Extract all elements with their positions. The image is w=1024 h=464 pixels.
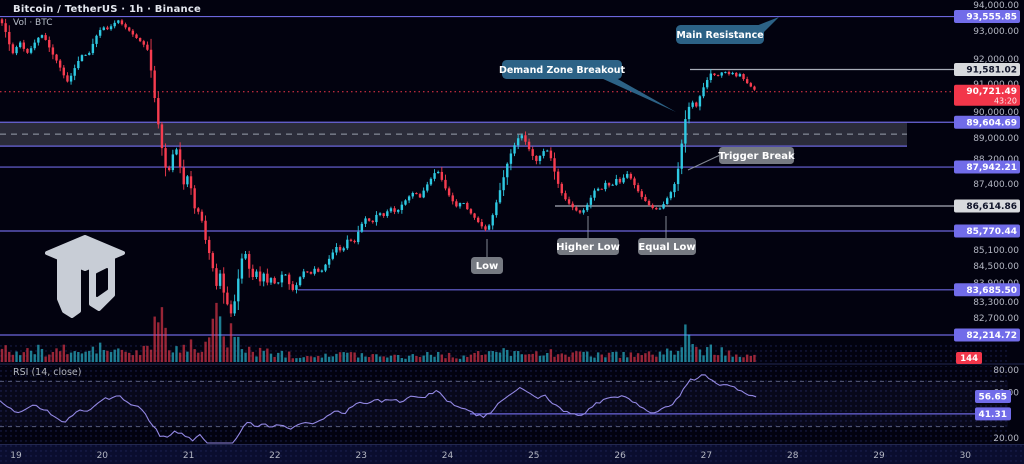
time-axis-label[interactable]: 26 <box>614 451 626 461</box>
time-axis-label[interactable]: 21 <box>183 451 194 461</box>
current-price-text: 90,721.49 <box>966 87 1017 97</box>
volume-series <box>0 302 756 362</box>
price-axis-label[interactable] <box>954 283 1020 297</box>
volume-value-text: 144 <box>960 354 978 364</box>
callout-tail <box>601 78 676 112</box>
annotation-flag-text: Equal Low <box>638 242 695 253</box>
price-axis-label-text: 83,685.50 <box>966 286 1017 296</box>
rsi-value-label[interactable] <box>975 389 1011 403</box>
price-axis-tick: 93,000.00 <box>973 27 1019 37</box>
annotation-flag[interactable] <box>638 238 696 255</box>
rsi-level-text: 41.31 <box>979 410 1007 420</box>
candles-series <box>0 18 756 318</box>
price-axis-label[interactable] <box>954 115 1020 129</box>
price-axis-tick: 84,500.00 <box>973 262 1019 272</box>
price-axis-tick: 89,000.00 <box>973 134 1019 144</box>
time-axis-label[interactable]: 27 <box>701 451 712 461</box>
rsi-value-text: 56.65 <box>979 392 1007 402</box>
annotation-flag-text: Low <box>476 261 498 272</box>
volume-indicator-label[interactable]: Vol · BTC <box>13 18 53 28</box>
time-axis-label[interactable]: 22 <box>269 451 280 461</box>
time-axis-label[interactable]: 29 <box>873 451 885 461</box>
rsi-line <box>0 374 757 444</box>
time-axis-label[interactable]: 24 <box>442 451 454 461</box>
flag-pointer-line <box>687 155 720 171</box>
price-axis-tick: 90,000.00 <box>973 108 1019 118</box>
price-axis-tick: 88,200.00 <box>973 155 1019 165</box>
annotation-flag[interactable] <box>471 257 503 274</box>
rsi-band <box>0 381 1008 427</box>
time-axis-label[interactable]: 23 <box>355 451 366 461</box>
price-axis-label[interactable] <box>954 199 1020 213</box>
price-axis-label[interactable] <box>954 62 1020 76</box>
price-axis-tick: 83,300.00 <box>973 298 1019 308</box>
annotation-callout-text: Demand Zone Breakout <box>499 65 626 76</box>
annotation-flag[interactable] <box>557 238 619 255</box>
bar-countdown-text: 43:20 <box>994 96 1017 105</box>
price-axis-label-text: 89,604.69 <box>966 118 1017 128</box>
tc-cube-logo-watermark <box>45 235 125 318</box>
price-axis-label-text: 85,770.44 <box>966 227 1017 237</box>
rsi-indicator-label[interactable]: RSI (14, close) <box>13 367 82 378</box>
annotation-flag-text: Trigger Break <box>718 151 795 162</box>
time-axis-stipple <box>0 445 1024 464</box>
annotation-flag-text: Higher Low <box>556 242 620 253</box>
price-axis-label[interactable] <box>954 160 1020 174</box>
price-axis-label-text: 93,555.85 <box>966 13 1017 23</box>
chart-legend[interactable]: Bitcoin / TetherUS · 1h · Binance Vol · … <box>13 4 201 28</box>
annotation-callout[interactable] <box>676 25 764 44</box>
time-axis-label[interactable]: 20 <box>97 451 109 461</box>
rsi-pane-stipple <box>0 366 1008 444</box>
price-axis-label-text: 87,942.21 <box>966 163 1017 173</box>
price-axis-tick: 82,700.00 <box>973 314 1019 324</box>
rsi-axis-tick: 20.00 <box>993 434 1019 444</box>
annotation-flag[interactable] <box>719 147 794 164</box>
symbol-title[interactable]: Bitcoin / TetherUS · 1h · Binance <box>13 4 201 15</box>
time-axis-label[interactable]: 19 <box>10 451 22 461</box>
volume-value-label[interactable] <box>956 352 982 364</box>
rsi-level-label[interactable] <box>975 407 1011 421</box>
annotation-callout[interactable] <box>502 60 622 79</box>
price-axis-label[interactable] <box>954 224 1020 238</box>
price-axis-tick: 92,000.00 <box>973 55 1019 65</box>
price-axis-label-text: 91,581.02 <box>966 65 1017 75</box>
time-axis-label[interactable]: 25 <box>528 451 539 461</box>
price-axis-label[interactable] <box>954 10 1020 24</box>
price-axis-tick: 94,000.00 <box>973 1 1019 11</box>
time-axis-label[interactable]: 30 <box>960 451 972 461</box>
time-axis-label[interactable]: 28 <box>787 451 799 461</box>
rsi-axis-tick: 80.00 <box>993 366 1019 376</box>
annotation-callout-text: Main Resistance <box>676 30 763 41</box>
price-axis-tick: 85,100.00 <box>973 246 1019 256</box>
price-axis-label[interactable] <box>954 328 1020 342</box>
price-axis-tick: 87,400.00 <box>973 180 1019 190</box>
price-axis-label-text: 82,214.72 <box>966 331 1017 341</box>
current-price-label[interactable] <box>954 84 1020 106</box>
price-axis-label-text: 86,614.86 <box>966 202 1017 212</box>
